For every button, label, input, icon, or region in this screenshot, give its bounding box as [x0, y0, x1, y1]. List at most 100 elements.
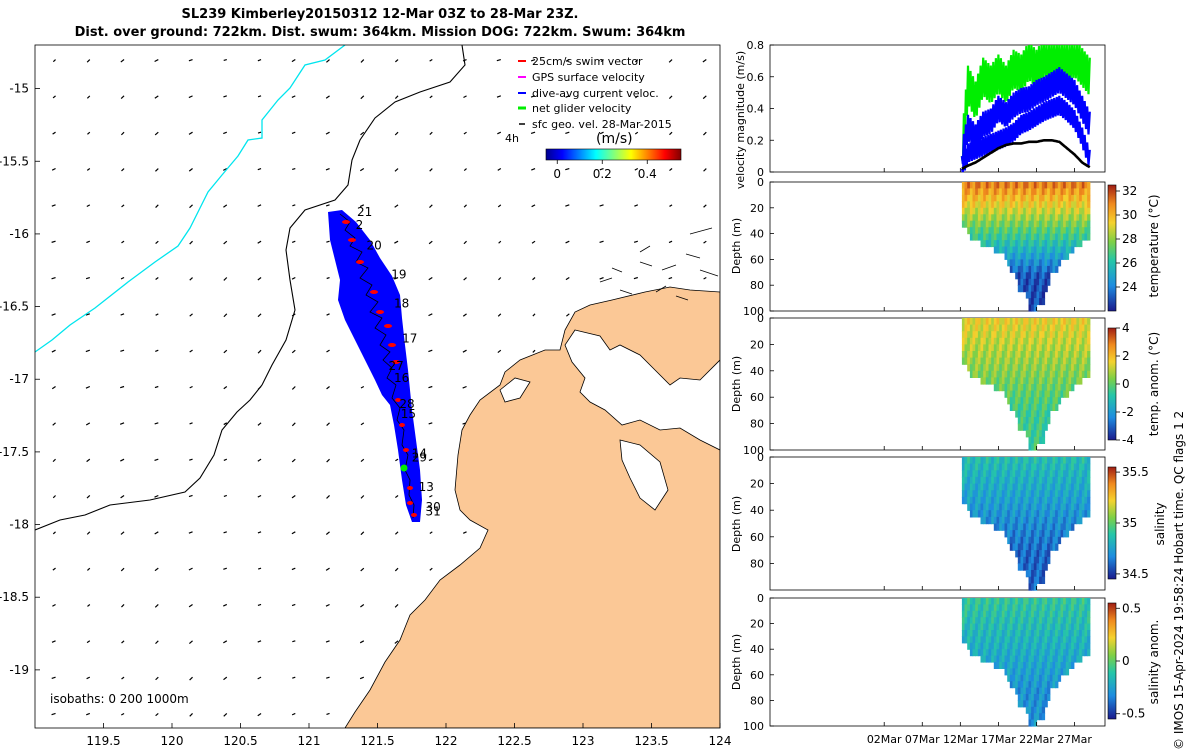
heatmap-cell — [1041, 617, 1046, 625]
sfc-vector — [51, 676, 56, 679]
heatmap-cell — [1084, 649, 1088, 657]
heatmap-cell — [1084, 207, 1088, 215]
heatmap-cell — [1033, 410, 1038, 418]
heatmap-cell — [961, 337, 966, 345]
heatmap-cell — [1036, 214, 1040, 222]
heatmap-cell — [980, 233, 984, 241]
heatmap-cell — [1001, 463, 1006, 471]
heatmap-cell — [1007, 194, 1011, 202]
depth-tick-label: 60 — [750, 253, 764, 266]
sfc-vector — [154, 604, 159, 608]
colorbar-tick-label: 0 — [1122, 654, 1130, 668]
heatmap-cell — [991, 510, 995, 518]
heatmap-cell — [1036, 259, 1040, 267]
heatmap-cell — [967, 490, 971, 498]
heatmap-cell — [1033, 259, 1038, 267]
heatmap-cell — [1020, 668, 1024, 676]
sfc-vector — [291, 349, 296, 354]
sfc-vector — [668, 95, 673, 99]
heatmap-cell — [1073, 207, 1078, 215]
heatmap-cell — [1047, 543, 1051, 551]
heatmap-cell — [1044, 423, 1048, 431]
sfc-vector — [188, 494, 193, 498]
heatmap-cell — [1041, 604, 1046, 612]
heatmap-cell — [1012, 246, 1016, 254]
heatmap-cell — [1049, 503, 1054, 511]
heatmap-cell — [1025, 331, 1030, 339]
sfc-vector — [257, 640, 262, 643]
heatmap-cell — [985, 324, 990, 332]
heatmap-cell — [1028, 417, 1032, 425]
heatmap-cell — [1031, 370, 1035, 378]
heatmap-cell — [983, 220, 987, 228]
heatmap-cell — [1017, 536, 1022, 545]
velocity-x-ticks — [883, 168, 1075, 172]
heatmap-cell — [991, 636, 995, 644]
heatmap-cell — [985, 318, 990, 326]
sfc-vector — [120, 567, 125, 572]
sfc-vector — [326, 458, 330, 463]
heatmap-cell — [961, 344, 966, 352]
heatmap-cell — [996, 649, 1000, 657]
sfc-vector — [703, 131, 707, 136]
heatmap-cell — [1036, 598, 1040, 605]
heatmap-cell — [1041, 410, 1046, 418]
heatmap-cell — [1015, 630, 1019, 637]
heatmap-cell — [1017, 662, 1022, 669]
heatmap-cell — [1055, 610, 1059, 618]
heatmap-cell — [1028, 259, 1032, 267]
heatmap-cell — [1063, 331, 1067, 339]
heatmap-cell — [1063, 364, 1067, 372]
heatmap-cell — [999, 523, 1003, 531]
heatmap-cell — [964, 318, 968, 326]
heatmap-cell — [969, 337, 974, 345]
heatmap-cell — [988, 610, 992, 618]
heatmap-cell — [1052, 610, 1056, 618]
heatmap-cell — [1041, 201, 1046, 209]
heatmap-cell — [1081, 344, 1086, 352]
heatmap-cell — [1036, 278, 1040, 286]
heatmap-cell — [1052, 357, 1056, 365]
heatmap-cell — [985, 630, 990, 637]
heatmap-cell — [977, 604, 982, 612]
heatmap-cell — [1055, 246, 1059, 254]
heatmap-cell — [1044, 687, 1048, 695]
heatmap-cell — [1041, 662, 1046, 669]
heatmap-cell — [1047, 364, 1051, 372]
heatmap-cell — [993, 370, 998, 378]
heatmap-cell — [983, 318, 987, 326]
heatmap-cell — [1060, 344, 1064, 352]
heatmap-cell — [1055, 617, 1059, 625]
heatmap-cell — [1068, 503, 1072, 511]
sfc-vector — [530, 95, 536, 98]
heatmap-cell — [1041, 214, 1046, 222]
heatmap-cell — [983, 630, 987, 637]
heatmap-cell — [991, 604, 995, 612]
heatmap-cell — [1071, 642, 1075, 650]
heatmap-cell — [967, 357, 971, 365]
heatmap-cell — [977, 194, 982, 202]
heatmap-cell — [991, 331, 995, 339]
sfc-vector — [291, 386, 296, 390]
heatmap-cell — [983, 457, 987, 465]
heatmap-cell — [1039, 364, 1043, 372]
heatmap-cell — [1009, 610, 1014, 618]
heatmap-cell — [1012, 344, 1016, 352]
heatmap-cell — [969, 483, 974, 491]
heatmap-cell — [1047, 351, 1051, 359]
heatmap-cell — [1087, 233, 1091, 241]
heatmap-cell — [964, 617, 968, 625]
heatmap-cell — [1084, 318, 1088, 326]
heatmap-cell — [1052, 523, 1056, 531]
heatmap-cell — [1017, 370, 1022, 378]
heatmap-cell — [975, 324, 979, 332]
heatmap-cell — [1087, 490, 1091, 498]
heatmap-cell — [1057, 390, 1062, 398]
heatmap-cell — [1012, 476, 1016, 485]
heatmap-cell — [1065, 668, 1070, 676]
heatmap-cell — [969, 476, 974, 485]
heatmap-cell — [1081, 476, 1086, 485]
heatmap-cell — [1007, 536, 1011, 545]
heatmap-cell — [1025, 278, 1030, 286]
heatmap-cell — [1039, 397, 1043, 405]
